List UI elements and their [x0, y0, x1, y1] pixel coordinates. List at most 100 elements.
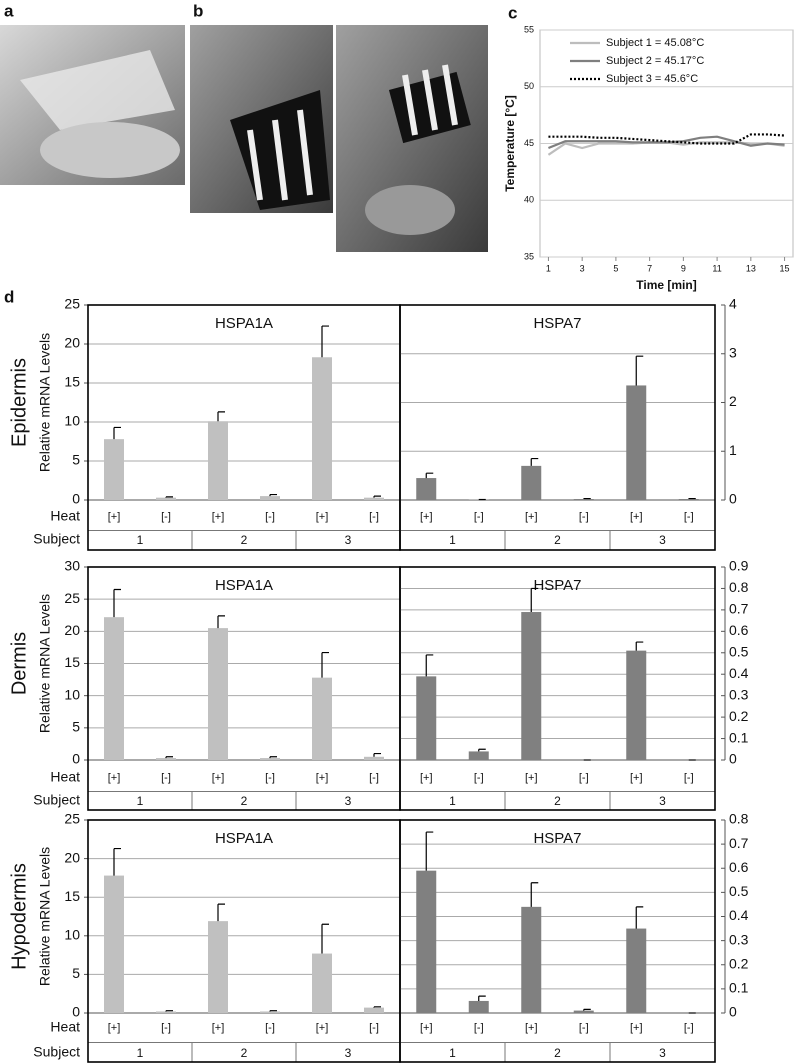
x-tick-label: 1: [546, 263, 551, 273]
panel-frame: [87, 819, 401, 1063]
chart-title: HSPA1A: [215, 315, 273, 332]
y-tick-label: 30: [64, 558, 80, 574]
y-tick-label: 20: [64, 622, 80, 638]
heat-label: [-]: [369, 1022, 379, 1034]
subject-label: 2: [554, 533, 561, 547]
error-bar: [373, 495, 381, 498]
error-bar: [425, 654, 434, 677]
bar: [416, 478, 437, 500]
heat-label: [+]: [108, 511, 121, 523]
heat-label: [-]: [265, 1022, 275, 1034]
subject-label: 1: [137, 1046, 144, 1060]
y-tick-label: 0.1: [729, 980, 749, 996]
chart-title: HSPA1A: [215, 577, 273, 594]
heat-label: [-]: [161, 772, 171, 784]
subject-label: 1: [137, 794, 144, 808]
y-tick-label: 0.3: [729, 686, 749, 702]
heat-label: [-]: [474, 772, 484, 784]
error-bar: [478, 748, 486, 752]
error-bar: [321, 923, 329, 954]
y-tick-label: 20: [64, 849, 80, 865]
bar: [364, 497, 384, 500]
x-tick-label: 15: [780, 263, 790, 273]
bar: [156, 1011, 176, 1013]
bar: [260, 758, 280, 760]
bar: [416, 870, 437, 1013]
error-bar: [217, 411, 225, 422]
legend-label: Subject 1 = 45.08°C: [606, 37, 704, 49]
chart-title: HSPA7: [533, 577, 581, 594]
heat-label: [+]: [212, 1022, 225, 1034]
x-tick-label: 13: [746, 263, 756, 273]
y-tick-label: 10: [64, 686, 80, 702]
bar: [364, 756, 384, 760]
subject-label: 3: [659, 1046, 666, 1060]
y-tick-label: 0.3: [729, 931, 749, 947]
y-tick-label: 0.7: [729, 601, 749, 617]
subject-label: 2: [554, 794, 561, 808]
heat-label: [+]: [108, 772, 121, 784]
heat-label: [+]: [525, 1022, 538, 1034]
bar: [104, 617, 124, 760]
heat-label: [-]: [265, 511, 275, 523]
bar: [521, 906, 542, 1013]
error-bar: [217, 615, 225, 629]
subject-label: 3: [345, 533, 352, 547]
heat-label: [+]: [316, 772, 329, 784]
heat-label: [-]: [369, 511, 379, 523]
tissue-label: Hypodermis: [8, 863, 30, 970]
chart-title: HSPA1A: [215, 830, 273, 847]
subject-label: 3: [345, 794, 352, 808]
panel-label: c: [508, 3, 517, 22]
heat-label: [-]: [579, 1022, 589, 1034]
heat-label: [+]: [212, 511, 225, 523]
error-bar: [425, 472, 434, 479]
bar: [260, 496, 280, 500]
y-tick-label: 15: [64, 374, 80, 390]
subject-label: 3: [345, 1046, 352, 1060]
subject-label: 1: [449, 1046, 456, 1060]
bar: [208, 421, 228, 500]
y-tick-label: 0.4: [729, 907, 749, 923]
x-tick-label: 5: [613, 263, 618, 273]
row-label: Heat: [50, 1019, 80, 1035]
subject-label: 3: [659, 794, 666, 808]
y-tick-label: 25: [64, 590, 80, 606]
x-tick-label: 3: [580, 263, 585, 273]
photo-a: [0, 25, 185, 185]
panel-frame: [399, 819, 716, 1063]
y-tick-label: 20: [64, 335, 80, 351]
y-tick-label: 0.9: [729, 558, 749, 574]
bar: [156, 758, 176, 760]
y-tick-label: 55: [524, 24, 534, 34]
bar: [468, 1000, 489, 1013]
error-bar: [165, 756, 173, 759]
heat-label: [-]: [684, 772, 694, 784]
bar: [416, 676, 437, 760]
error-bar: [113, 588, 121, 618]
error-bar: [530, 882, 539, 907]
y-tick-label: 0.1: [729, 729, 749, 745]
error-bar: [113, 426, 121, 440]
heat-label: [-]: [474, 1022, 484, 1034]
bar: [678, 499, 699, 500]
panel-frame: [87, 304, 401, 551]
bar: [312, 953, 332, 1013]
error-bar: [165, 496, 173, 498]
y-tick-label: 0.5: [729, 643, 749, 659]
heat-label: [+]: [212, 772, 225, 784]
error-bar: [530, 457, 539, 466]
bar: [260, 1011, 280, 1013]
y-tick-label: 0: [729, 1004, 737, 1020]
y-tick-label: 0.2: [729, 955, 749, 971]
error-bar: [321, 651, 329, 678]
bar: [312, 357, 332, 500]
row-label: Heat: [50, 769, 80, 785]
bar: [573, 1010, 594, 1013]
error-bar: [321, 325, 329, 358]
y-tick-label: 15: [64, 654, 80, 670]
bar: [626, 928, 647, 1013]
y-tick-label: 15: [64, 888, 80, 904]
tissue-label: Epidermis: [8, 358, 30, 447]
